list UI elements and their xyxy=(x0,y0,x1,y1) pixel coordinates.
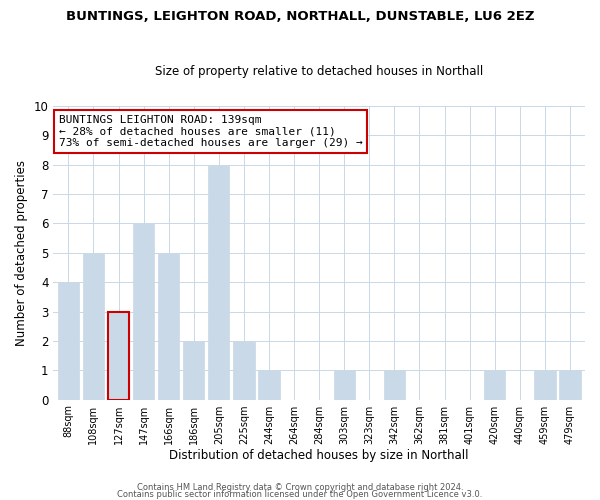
Bar xyxy=(133,224,154,400)
Bar xyxy=(259,370,280,400)
Title: Size of property relative to detached houses in Northall: Size of property relative to detached ho… xyxy=(155,66,483,78)
Text: Contains public sector information licensed under the Open Government Licence v3: Contains public sector information licen… xyxy=(118,490,482,499)
Bar xyxy=(208,165,229,400)
Bar xyxy=(183,341,205,400)
Bar xyxy=(334,370,355,400)
Bar xyxy=(83,253,104,400)
Bar xyxy=(158,253,179,400)
Y-axis label: Number of detached properties: Number of detached properties xyxy=(15,160,28,346)
Text: BUNTINGS LEIGHTON ROAD: 139sqm
← 28% of detached houses are smaller (11)
73% of : BUNTINGS LEIGHTON ROAD: 139sqm ← 28% of … xyxy=(59,115,362,148)
Bar xyxy=(58,282,79,400)
X-axis label: Distribution of detached houses by size in Northall: Distribution of detached houses by size … xyxy=(169,450,469,462)
Bar xyxy=(484,370,505,400)
Bar xyxy=(108,312,129,400)
Bar xyxy=(384,370,405,400)
Bar xyxy=(559,370,581,400)
Text: BUNTINGS, LEIGHTON ROAD, NORTHALL, DUNSTABLE, LU6 2EZ: BUNTINGS, LEIGHTON ROAD, NORTHALL, DUNST… xyxy=(66,10,534,23)
Bar xyxy=(534,370,556,400)
Text: Contains HM Land Registry data © Crown copyright and database right 2024.: Contains HM Land Registry data © Crown c… xyxy=(137,484,463,492)
Bar xyxy=(233,341,254,400)
